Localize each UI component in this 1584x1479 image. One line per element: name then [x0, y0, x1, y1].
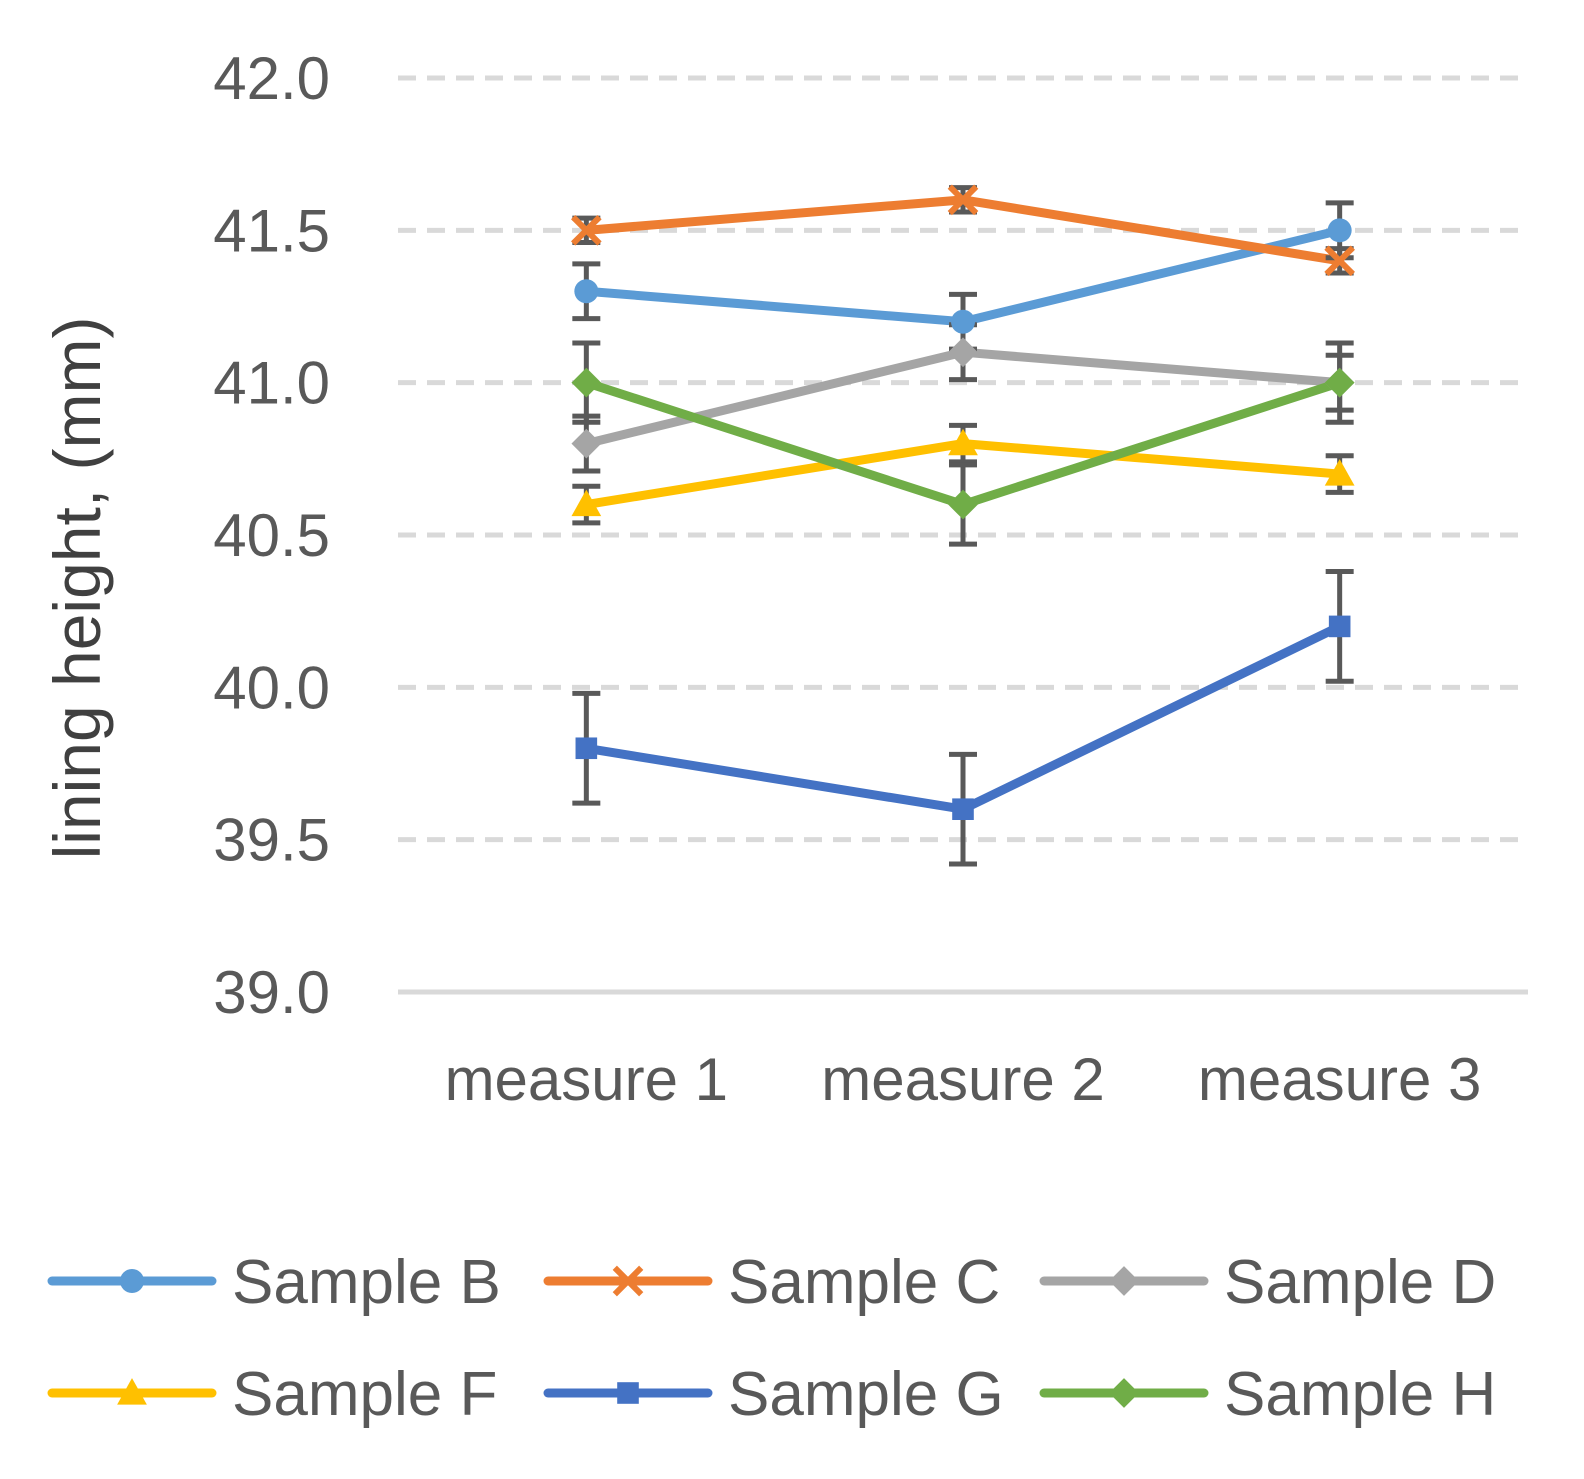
data-point-sample-c — [947, 184, 979, 216]
data-point-sample-d — [571, 428, 602, 459]
data-point-sample-b — [1327, 218, 1352, 243]
data-point-sample-b — [951, 309, 975, 334]
data-point-sample-d — [948, 337, 978, 368]
legend-item-sample-g: Sample G — [543, 1360, 1004, 1429]
legend-marker-sample-b — [120, 1269, 144, 1293]
x-tick-label: measure 1 — [445, 1046, 728, 1113]
y-axis-ticks: 42.0 41.5 41.0 40.5 40.0 39.5 39.0 — [213, 45, 330, 1026]
x-axis-ticks: measure 1 measure 2 measure 3 — [445, 1046, 1482, 1113]
data-point-sample-c — [571, 215, 602, 246]
y-tick-label: 42.0 — [213, 45, 330, 112]
legend: Sample B Sample C Sample D Sample F Sample G… — [47, 1248, 1496, 1429]
data-point-sample-f — [1324, 459, 1355, 486]
y-tick-label: 40.5 — [213, 502, 330, 569]
legend-item-sample-d: Sample D — [1039, 1248, 1496, 1317]
legend-marker-sample-c — [612, 1265, 644, 1297]
legend-marker-sample-g — [617, 1382, 639, 1404]
data-point-sample-b — [574, 279, 599, 304]
data-point-sample-g — [1328, 615, 1351, 638]
legend-label-sample-d: Sample D — [1224, 1248, 1496, 1317]
legend-item-sample-c: Sample C — [543, 1248, 1000, 1317]
y-tick-label: 40.0 — [213, 654, 330, 721]
y-tick-label: 39.5 — [213, 807, 330, 874]
legend-label-sample-h: Sample H — [1224, 1360, 1496, 1429]
legend-marker-sample-h — [1109, 1378, 1139, 1408]
data-point-sample-h — [948, 489, 978, 520]
data-point-sample-c — [1324, 245, 1355, 277]
data-point-sample-f — [948, 428, 978, 456]
legend-label-sample-f: Sample F — [232, 1360, 497, 1429]
legend-marker-sample-f — [117, 1378, 147, 1405]
x-tick-label: measure 2 — [821, 1046, 1104, 1113]
legend-label-sample-c: Sample C — [728, 1248, 1000, 1317]
legend-item-sample-b: Sample B — [47, 1248, 501, 1317]
data-point-sample-g — [575, 737, 598, 760]
legend-item-sample-h: Sample H — [1039, 1360, 1496, 1429]
legend-item-sample-f: Sample F — [47, 1360, 497, 1429]
data-point-sample-g — [952, 798, 974, 820]
legend-label-sample-b: Sample B — [232, 1248, 501, 1317]
x-tick-label: measure 3 — [1198, 1046, 1481, 1113]
y-tick-label: 41.5 — [213, 197, 330, 264]
data-point-sample-h — [1324, 367, 1355, 398]
y-tick-label: 39.0 — [213, 959, 330, 1026]
y-axis-title: lining height, (mm) — [40, 317, 114, 860]
markers — [571, 184, 1355, 820]
data-point-sample-f — [571, 489, 602, 517]
legend-marker-sample-d — [1109, 1266, 1139, 1296]
data-point-sample-h — [571, 367, 602, 398]
y-tick-label: 41.0 — [213, 350, 330, 417]
legend-label-sample-g: Sample G — [728, 1360, 1004, 1429]
